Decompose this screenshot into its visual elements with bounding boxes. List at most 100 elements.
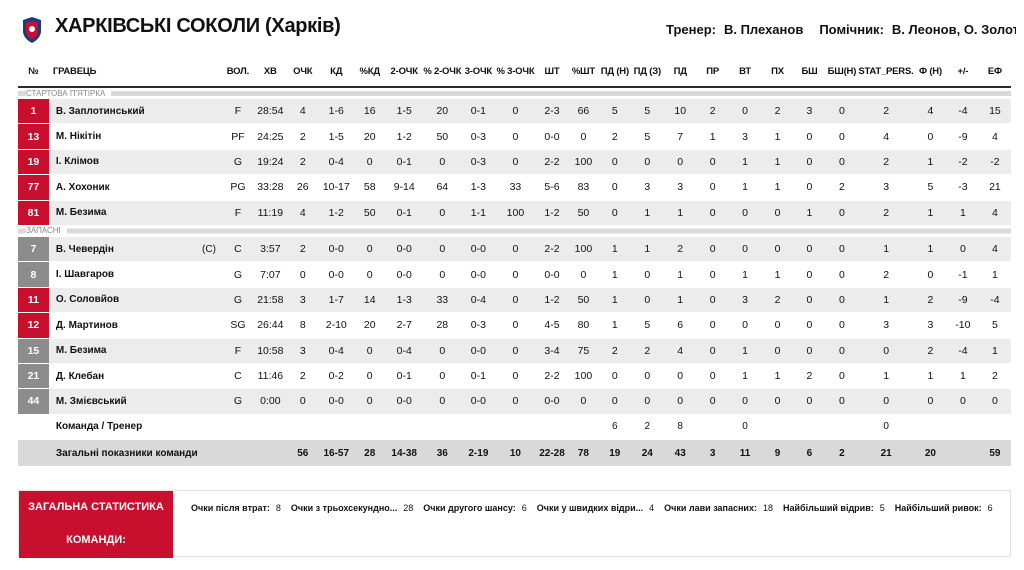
stat-dreb: 0	[598, 174, 631, 201]
table-row[interactable]: 44 М. Змієвський G 0:00 0 0-0 0 0-0 0 0-0 0 0-0 0 0 0 0…	[18, 388, 1011, 415]
player-name[interactable]: О. Соловйов	[48, 287, 222, 314]
table-row[interactable]: 15 М. Безима F 10:58 3 0-4 0 0-4 0 0-0 0 3-4 75 2 2 4 0 1…	[18, 338, 1011, 364]
player-name[interactable]: В. Чевердін (C)	[48, 236, 222, 263]
column-header[interactable]: ГРАВЕЦЬ	[48, 56, 222, 88]
player-name-text[interactable]: І. Шавгаров	[55, 269, 115, 281]
column-header[interactable]: STAT_PERS...	[858, 56, 914, 88]
stat-pm: -2	[946, 149, 979, 176]
column-header[interactable]: % 2-ОЧК	[422, 56, 462, 88]
stat-dreb: 0	[598, 363, 631, 390]
table-row[interactable]: 19 І. Клімов G 19:24 2 0-4 0 0-1 0 0-3 0 2-2 100 0 0 0 0…	[18, 149, 1011, 176]
stat-fdr: 1	[913, 200, 947, 226]
column-header[interactable]: №	[18, 56, 49, 88]
column-header[interactable]: %ШТ	[567, 56, 599, 88]
stat-p3: 0-0	[461, 338, 495, 364]
stat-reb: 1	[663, 287, 697, 314]
player-name[interactable]: В. Заплотинський	[48, 98, 222, 125]
table-row[interactable]: 11 О. Соловйов G 21:58 3 1-7 14 1-3 33 0-4 0 1-2 50 1…	[18, 287, 1011, 314]
column-header[interactable]: ШТ	[536, 56, 568, 88]
table-body: СТАРТОВА П'ЯТІРКА 1 В. Заплотинський F 28:54…	[18, 87, 1011, 468]
stat-stat: 2	[858, 261, 914, 288]
coach-name: В. Плеханов	[723, 22, 804, 37]
player-name[interactable]: М. Безима	[48, 200, 222, 226]
player-name[interactable]: Д. Мартинов	[48, 312, 222, 339]
player-name[interactable]: І. Клімов	[48, 149, 222, 176]
table-row[interactable]: 81 М. Безима F 11:19 4 1-2 50 0-1 0 1-1 100 1-2 50 0 1…	[18, 200, 1011, 226]
stat-stat: 2	[858, 200, 914, 226]
player-name[interactable]: А. Хохоник	[48, 174, 222, 201]
column-header[interactable]: ОЧК	[286, 56, 319, 88]
empty-cell	[18, 439, 49, 468]
summary-item: Найбільший відрив: 5	[783, 503, 885, 513]
stat-reb: 0	[663, 388, 697, 415]
player-name[interactable]: М. Змієвський	[48, 388, 222, 415]
column-header[interactable]: КД	[318, 56, 354, 88]
player-name-text[interactable]: М. Безима	[55, 345, 107, 357]
stat-p3: 0-3	[461, 312, 495, 339]
stat-ftp: 0	[567, 388, 599, 415]
stat-stat: 2	[858, 149, 914, 176]
stat-p2: 2-7	[385, 312, 423, 339]
column-header[interactable]: +/-	[946, 56, 979, 88]
column-header[interactable]: ПХ	[761, 56, 794, 88]
table-row[interactable]: 77 А. Хохоник PG 33:28 26 10-17 58 9-14 64 1-3 33 5…	[18, 174, 1011, 201]
table-header-row: № ГРАВЕЦЬ ВОЛ. ХВ ОЧК КД %КД 2-ОЧК% 2-ОЧК 3-ОЧК%…	[18, 56, 1011, 88]
column-header[interactable]: БШ	[793, 56, 826, 88]
stat-fgp: 0	[353, 338, 386, 364]
stat-tov: 1	[728, 363, 762, 390]
table-row[interactable]: 8 І. Шавгаров G 7:07 0 0-0 0 0-0 0 0-0 0 0-0 0 1 0 1 0 1 1…	[18, 261, 1011, 288]
player-name[interactable]: М. Нікітін	[48, 123, 222, 150]
column-header[interactable]: ХВ	[253, 56, 287, 88]
stat-blk: 0	[793, 174, 826, 201]
summary-item: Найбільший ривок: 6	[895, 503, 993, 513]
column-header[interactable]: БШ(Н)	[825, 56, 859, 88]
player-name[interactable]: І. Шавгаров	[48, 261, 222, 288]
player-name-text[interactable]: М. Змієвський	[55, 395, 127, 407]
stat-fgp	[353, 414, 386, 441]
stat-pos: PF	[221, 123, 254, 150]
stat-fdr: 2	[913, 287, 947, 314]
player-name-text[interactable]: М. Нікітін	[55, 131, 102, 143]
section-label: ЗАПАСНІ	[26, 226, 67, 236]
column-header[interactable]: ПР	[696, 56, 729, 88]
stat-pos: C	[221, 363, 254, 390]
stat-stl: 0	[761, 388, 794, 415]
stat-stl: 0	[761, 200, 794, 226]
column-header[interactable]: ПД (Н)	[598, 56, 631, 88]
player-name[interactable]: М. Безима	[48, 338, 222, 364]
column-header[interactable]: 3-ОЧК	[461, 56, 495, 88]
player-name-text[interactable]: І. Клімов	[55, 156, 99, 168]
column-header[interactable]: Ф (Н)	[913, 56, 947, 88]
stat-ast: 2	[696, 98, 729, 125]
player-name-text[interactable]: М. Безима	[55, 207, 107, 219]
player-name-text[interactable]: О. Соловйов	[55, 294, 120, 306]
player-name[interactable]: Д. Клебан	[48, 363, 222, 390]
column-header[interactable]: ПД	[663, 56, 697, 88]
column-header[interactable]: % 3-ОЧК	[494, 56, 537, 88]
stat-reb: 4	[663, 338, 697, 364]
column-header[interactable]: ЕФ	[978, 56, 1011, 88]
stat-tov: 1	[728, 149, 762, 176]
table-row[interactable]: 1 В. Заплотинський F 28:54 4 1-6 16 1-5 20 0-1 0 2-…	[18, 98, 1011, 125]
stat-p3: 0-1	[461, 98, 495, 125]
stat-p3p: 0	[494, 312, 537, 339]
stat-tov: 0	[728, 200, 762, 226]
column-header[interactable]: %КД	[353, 56, 386, 88]
table-row[interactable]: 7 В. Чевердін (C) C 3:57 2 0-0 0 0-0 0 0-0 0 2-2 100 1…	[18, 236, 1011, 263]
player-name-text[interactable]: В. Чевердін	[55, 243, 114, 255]
box-score-table: № ГРАВЕЦЬ ВОЛ. ХВ ОЧК КД %КД 2-ОЧК% 2-ОЧК 3-ОЧК%…	[18, 56, 1011, 468]
table-row[interactable]: 13 М. Нікітін PF 24:25 2 1-5 20 1-2 50 0-3 0 0-0 0 2 5…	[18, 123, 1011, 150]
stat-ast: 0	[696, 312, 729, 339]
table-row[interactable]: 21 Д. Клебан C 11:46 2 0-2 0 0-1 0 0-1 0 2-2 100 0 0 0 0…	[18, 363, 1011, 390]
table-row[interactable]: 12 Д. Мартинов SG 26:44 8 2-10 20 2-7 28 0-3 0 4-5 8…	[18, 312, 1011, 339]
player-name-text[interactable]: Д. Мартинов	[55, 319, 118, 331]
column-header[interactable]: ВОЛ.	[221, 56, 254, 88]
stat-blka: 0	[825, 388, 859, 415]
player-name-text[interactable]: А. Хохоник	[55, 181, 110, 193]
column-header[interactable]: ВТ	[728, 56, 762, 88]
column-header[interactable]: ПД (З)	[630, 56, 664, 88]
stat-tov: 3	[728, 287, 762, 314]
column-header[interactable]: 2-ОЧК	[385, 56, 423, 88]
player-name-text[interactable]: В. Заплотинський	[55, 105, 145, 117]
player-name-text[interactable]: Д. Клебан	[55, 370, 105, 382]
